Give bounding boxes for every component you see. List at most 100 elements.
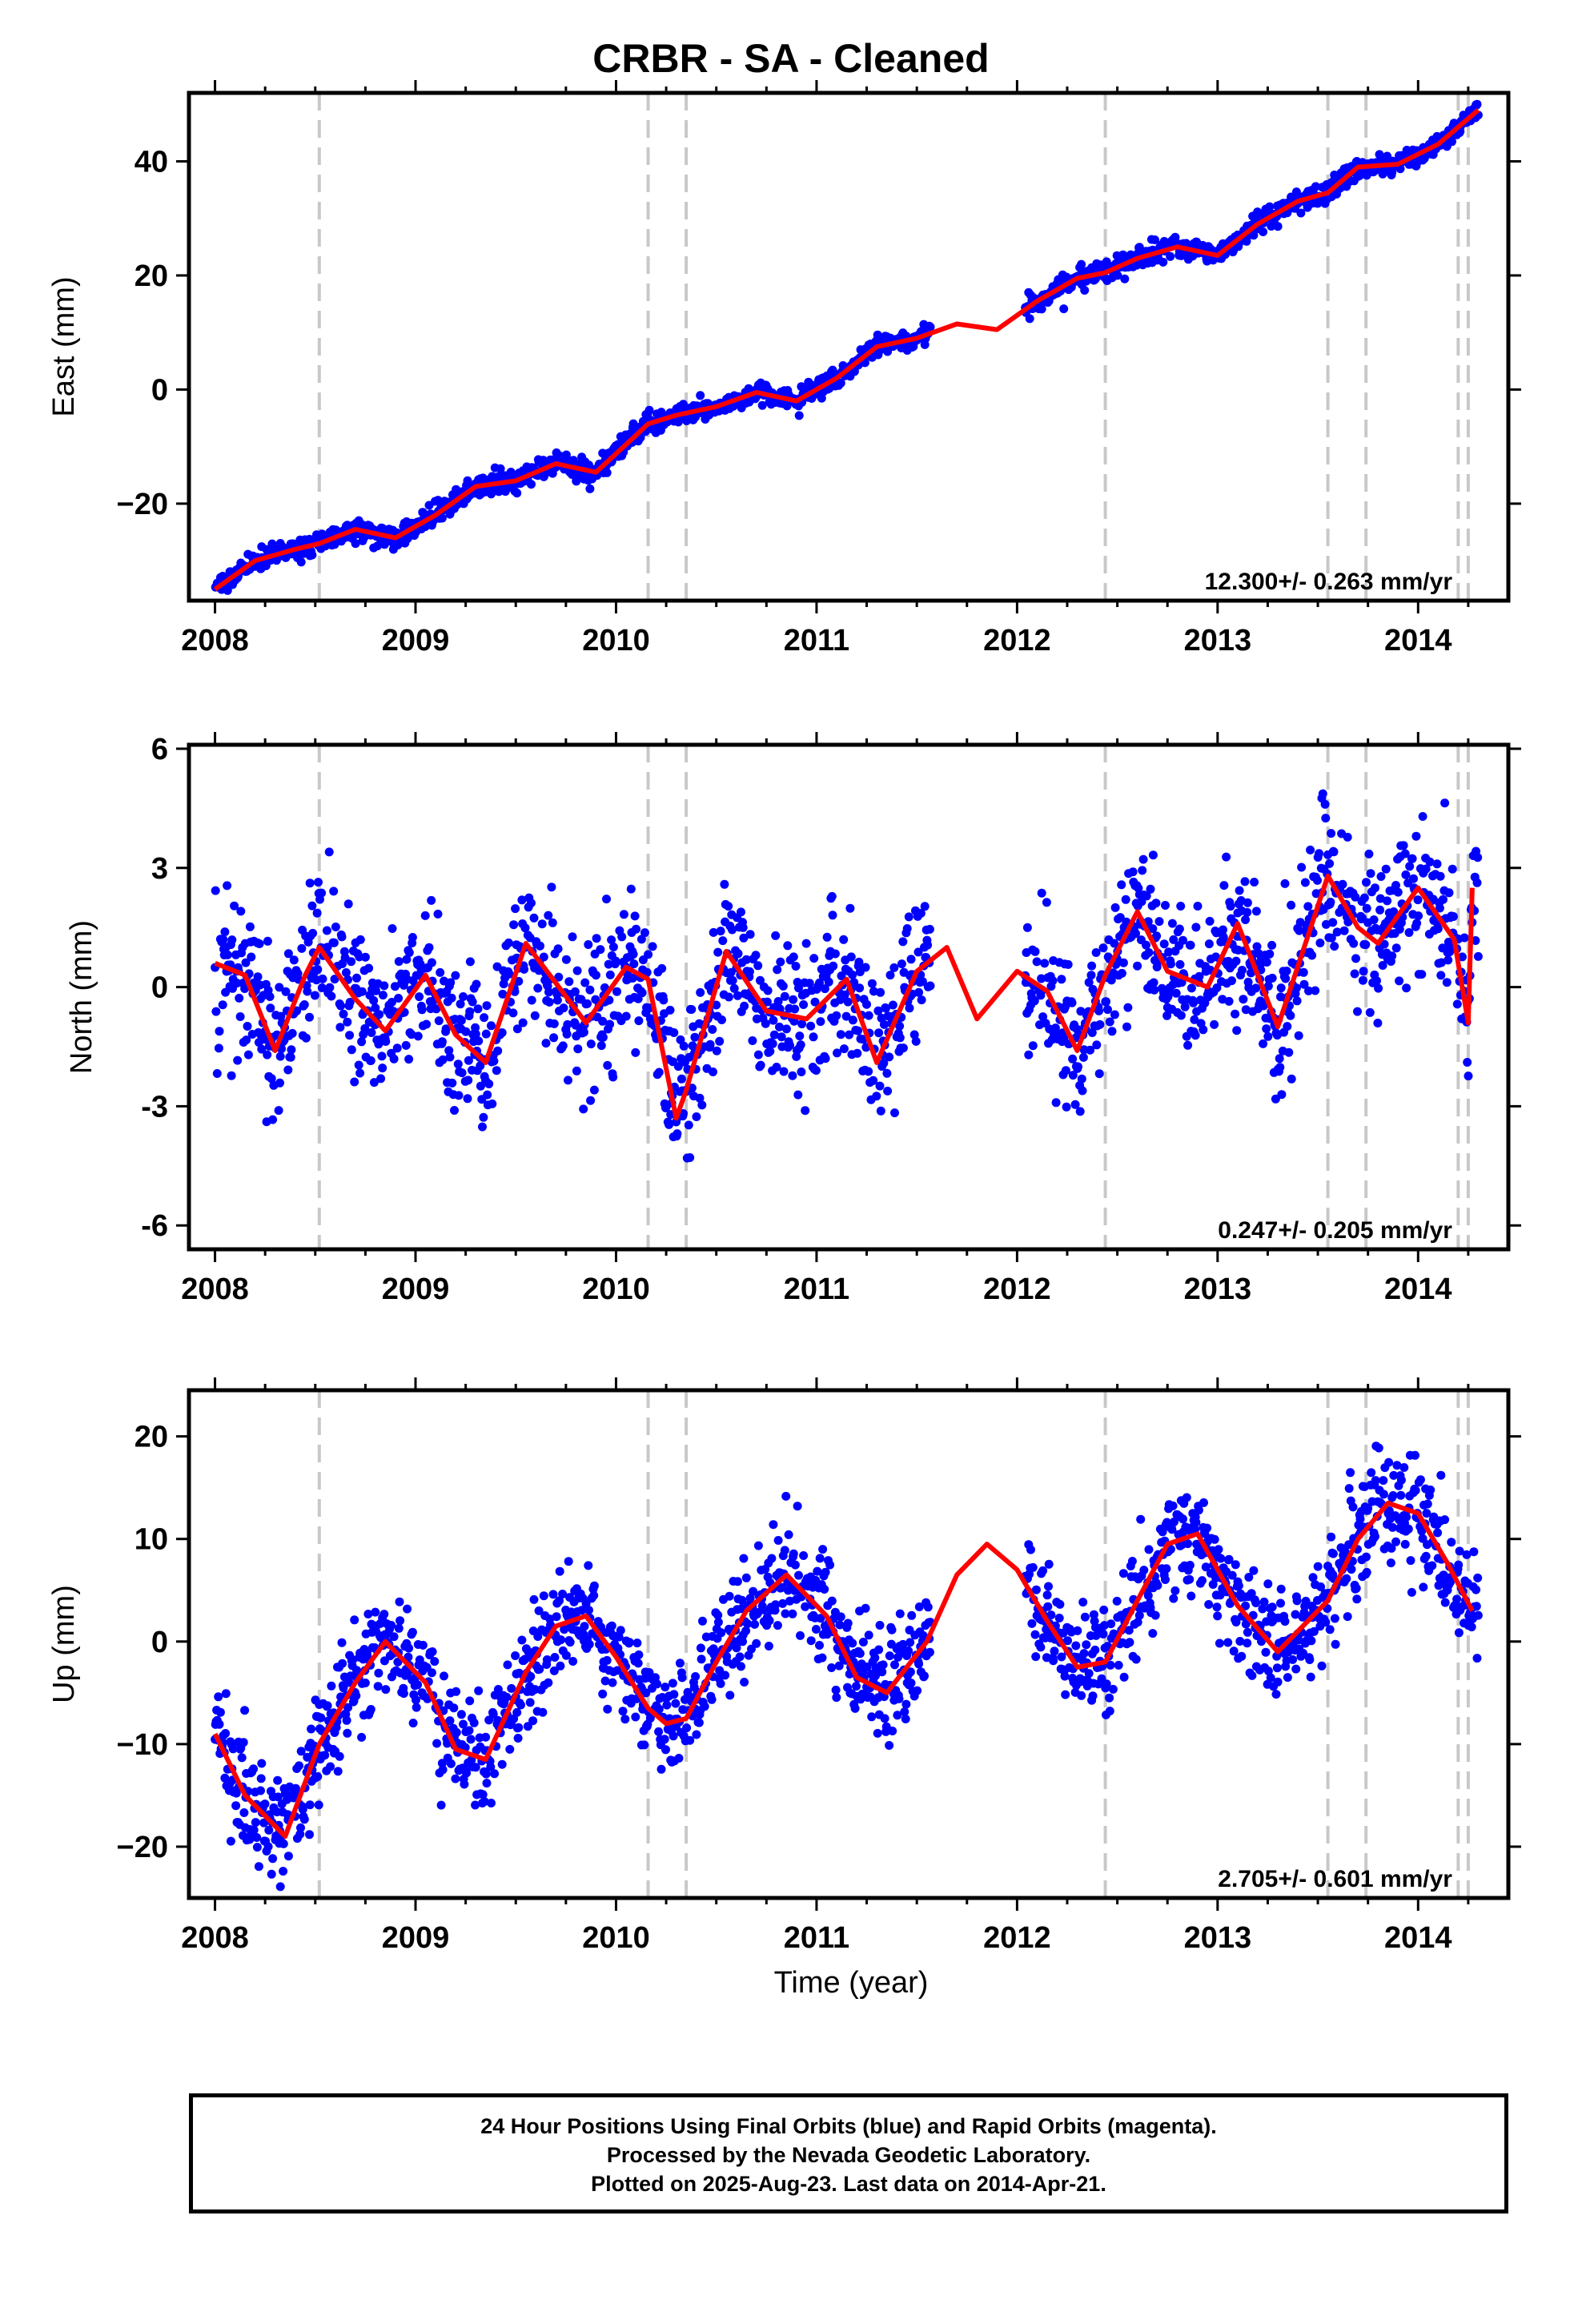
- data-point: [448, 1078, 457, 1088]
- data-point: [1447, 864, 1457, 874]
- data-point: [364, 963, 374, 973]
- data-point: [1346, 1468, 1355, 1478]
- north-panel: 2008 2009 2010 2011 2012 2013 2014-6-3036North…: [65, 732, 1521, 1306]
- data-point: [895, 1609, 905, 1618]
- data-point: [1138, 854, 1148, 864]
- data-point: [1393, 887, 1403, 897]
- data-point: [1086, 971, 1096, 980]
- data-point: [608, 1678, 617, 1687]
- data-point: [1238, 966, 1247, 975]
- data-point: [788, 1071, 797, 1080]
- data-point: [771, 931, 781, 940]
- data-point: [308, 928, 318, 938]
- data-point: [1259, 227, 1268, 236]
- data-point: [1401, 870, 1411, 879]
- data-point: [789, 952, 798, 962]
- data-point: [916, 908, 926, 918]
- data-point: [589, 1590, 599, 1600]
- data-point: [257, 1759, 267, 1768]
- data-point: [533, 983, 543, 993]
- data-point: [843, 997, 853, 1007]
- data-point: [1142, 940, 1150, 950]
- data-point: [785, 1040, 794, 1050]
- data-point: [223, 950, 232, 959]
- data-point: [1412, 919, 1422, 928]
- data-point: [1166, 1545, 1175, 1554]
- data-point: [614, 1632, 624, 1642]
- data-point: [661, 1745, 670, 1755]
- data-point: [813, 1566, 822, 1576]
- data-point: [1028, 1041, 1038, 1051]
- data-point: [772, 1063, 781, 1072]
- data-point: [1308, 1573, 1318, 1582]
- data-point: [728, 925, 737, 935]
- data-point: [1231, 1618, 1241, 1626]
- data-point: [692, 1112, 701, 1121]
- data-point: [1118, 958, 1128, 967]
- data-point: [331, 923, 340, 931]
- data-point: [508, 1008, 518, 1018]
- data-point: [1359, 893, 1369, 903]
- data-point: [461, 1027, 471, 1036]
- data-point: [549, 1019, 559, 1028]
- data-point: [572, 966, 582, 975]
- data-point: [874, 1028, 884, 1038]
- data-point: [1082, 1640, 1091, 1650]
- data-point: [901, 1715, 910, 1723]
- data-point: [243, 1050, 253, 1059]
- data-point: [529, 1594, 539, 1604]
- data-point: [904, 1646, 913, 1655]
- data-point: [729, 983, 739, 993]
- data-point: [1313, 875, 1322, 885]
- data-point: [350, 1615, 359, 1625]
- data-point: [1330, 1614, 1339, 1623]
- data-point: [504, 969, 514, 979]
- data-point: [805, 979, 814, 988]
- data-point: [230, 901, 239, 911]
- data-point: [276, 1011, 286, 1021]
- data-point: [671, 1699, 681, 1708]
- data-point: [883, 1086, 893, 1096]
- data-point: [733, 1577, 742, 1586]
- data-point: [337, 932, 347, 942]
- x-tick-label: 2013: [1184, 624, 1252, 657]
- data-point: [1185, 1561, 1195, 1570]
- data-point: [1417, 970, 1427, 979]
- data-point: [553, 944, 563, 954]
- data-point: [529, 913, 539, 923]
- data-point: [326, 1762, 335, 1771]
- data-point: [745, 1594, 755, 1603]
- data-point: [888, 1727, 897, 1735]
- data-point: [626, 884, 636, 894]
- data-point: [245, 922, 255, 931]
- data-point: [389, 1632, 399, 1642]
- data-point: [628, 950, 638, 959]
- data-point: [577, 1606, 587, 1615]
- data-point: [904, 912, 913, 922]
- data-point: [363, 1610, 373, 1618]
- data-point: [885, 971, 895, 980]
- data-point: [403, 1604, 412, 1614]
- data-point: [450, 1106, 459, 1115]
- data-point: [464, 1726, 474, 1735]
- data-point: [1409, 874, 1418, 883]
- data-point: [437, 1759, 447, 1768]
- data-point: [875, 1621, 885, 1630]
- data-point: [694, 1718, 704, 1727]
- data-point: [1107, 1027, 1117, 1036]
- data-point: [677, 1673, 687, 1683]
- data-point: [684, 1120, 693, 1130]
- data-point: [761, 1019, 770, 1028]
- data-point: [482, 1001, 492, 1011]
- data-point: [596, 1041, 606, 1051]
- data-point: [371, 986, 380, 995]
- data-point: [482, 1779, 492, 1788]
- data-point: [480, 1797, 489, 1807]
- data-point: [579, 1104, 588, 1114]
- data-point: [820, 984, 829, 994]
- data-point: [818, 1545, 828, 1554]
- data-point: [552, 1612, 561, 1622]
- data-point: [226, 1836, 235, 1846]
- data-point: [674, 1754, 684, 1763]
- data-point: [418, 1640, 428, 1650]
